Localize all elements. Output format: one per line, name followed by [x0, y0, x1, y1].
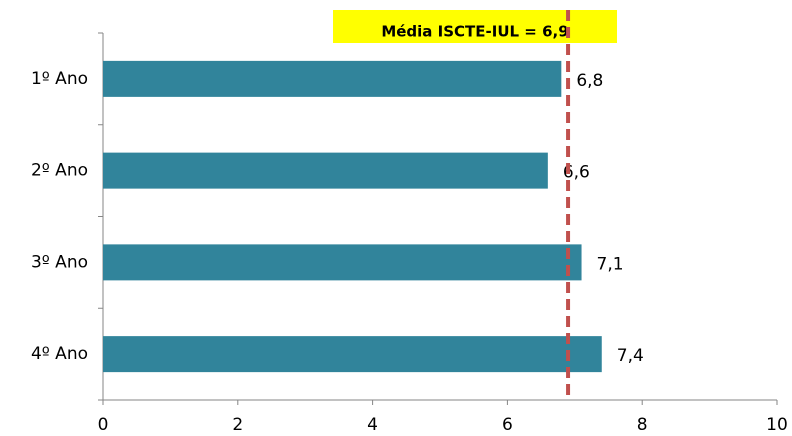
y-tick-label: 4º Ano — [31, 344, 88, 364]
y-tick-label: 1º Ano — [31, 69, 88, 89]
bar — [103, 244, 582, 281]
bar — [103, 60, 562, 97]
x-tick-label: 0 — [98, 415, 109, 435]
bar — [103, 152, 548, 189]
x-tick-label: 4 — [367, 415, 378, 435]
value-label: 6,8 — [576, 71, 603, 91]
x-tick-label: 2 — [232, 415, 243, 435]
value-label: 7,4 — [617, 346, 644, 366]
y-tick-label: 3º Ano — [31, 252, 88, 272]
y-tick-label: 2º Ano — [31, 161, 88, 181]
x-tick-label: 10 — [766, 415, 788, 435]
value-label: 7,1 — [597, 254, 624, 274]
x-tick-label: 6 — [502, 415, 513, 435]
annotation: Média ISCTE-IUL = 6,9 — [381, 23, 568, 41]
bar — [103, 336, 602, 373]
x-tick-label: 8 — [637, 415, 648, 435]
